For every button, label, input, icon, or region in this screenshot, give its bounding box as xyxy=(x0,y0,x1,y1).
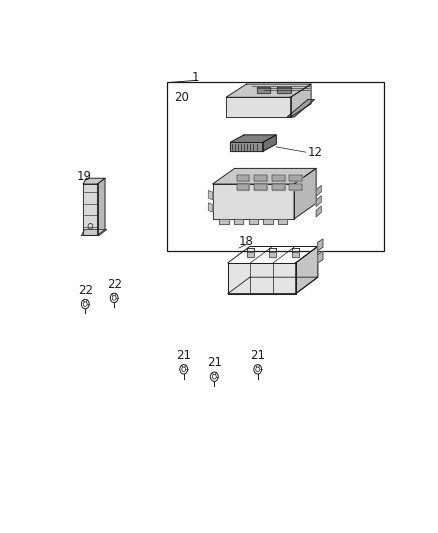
Polygon shape xyxy=(316,196,321,207)
Polygon shape xyxy=(290,175,302,181)
Text: 12: 12 xyxy=(307,146,323,159)
Text: 1: 1 xyxy=(192,70,199,84)
Polygon shape xyxy=(316,206,321,217)
Polygon shape xyxy=(294,168,316,219)
Polygon shape xyxy=(219,219,229,224)
Polygon shape xyxy=(247,252,254,257)
Polygon shape xyxy=(263,219,273,224)
Text: 21: 21 xyxy=(250,349,265,362)
Polygon shape xyxy=(291,84,311,117)
Polygon shape xyxy=(254,184,267,190)
Polygon shape xyxy=(278,219,287,224)
Polygon shape xyxy=(212,168,316,184)
Polygon shape xyxy=(212,184,294,219)
Polygon shape xyxy=(272,184,285,190)
Polygon shape xyxy=(287,100,314,117)
Polygon shape xyxy=(83,178,105,184)
Polygon shape xyxy=(226,84,311,97)
Polygon shape xyxy=(318,239,323,251)
Polygon shape xyxy=(226,97,291,117)
Polygon shape xyxy=(208,191,212,199)
Text: 19: 19 xyxy=(77,171,92,183)
Text: 18: 18 xyxy=(239,235,254,248)
Polygon shape xyxy=(228,277,318,294)
Polygon shape xyxy=(254,175,267,181)
Text: 22: 22 xyxy=(78,284,93,297)
Text: 22: 22 xyxy=(107,278,122,291)
Polygon shape xyxy=(98,178,105,235)
Polygon shape xyxy=(263,135,276,151)
Polygon shape xyxy=(230,135,276,142)
Polygon shape xyxy=(292,252,299,257)
Polygon shape xyxy=(272,175,285,181)
Polygon shape xyxy=(234,219,244,224)
Text: 21: 21 xyxy=(207,356,222,369)
Polygon shape xyxy=(290,184,302,190)
Polygon shape xyxy=(269,252,276,257)
Polygon shape xyxy=(208,203,212,212)
Polygon shape xyxy=(296,246,318,294)
Text: 21: 21 xyxy=(176,349,191,362)
Polygon shape xyxy=(81,230,107,235)
Polygon shape xyxy=(318,252,323,263)
Polygon shape xyxy=(249,219,258,224)
Polygon shape xyxy=(237,184,249,190)
Polygon shape xyxy=(228,263,296,294)
Polygon shape xyxy=(257,87,270,93)
Text: 20: 20 xyxy=(175,91,190,104)
Polygon shape xyxy=(230,142,263,151)
Polygon shape xyxy=(83,184,98,235)
Polygon shape xyxy=(316,185,321,196)
Polygon shape xyxy=(237,175,249,181)
Bar xyxy=(167,83,384,251)
Polygon shape xyxy=(277,87,291,93)
